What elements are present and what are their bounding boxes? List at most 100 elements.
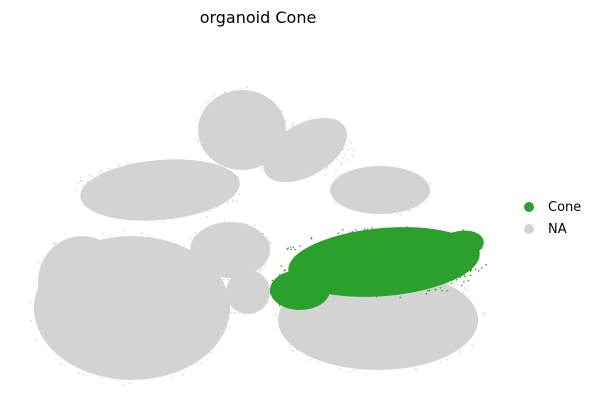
cone-cluster-left-point — [315, 302, 317, 305]
na-cluster-upper-right-point — [384, 183, 387, 185]
na-cluster-center-point — [227, 275, 229, 277]
na-cluster-left-upper-point — [113, 291, 116, 293]
cone-cluster-main-point — [366, 228, 369, 231]
na-cluster-upper-right-point — [354, 185, 357, 187]
na-cluster-mid-upper-point — [139, 201, 142, 203]
na-cluster-center-point — [226, 260, 228, 262]
na-cluster-top-right-point — [334, 145, 337, 148]
na-cluster-upper-right-point — [403, 195, 405, 197]
na-cluster-top-point — [207, 128, 210, 131]
na-cluster-left-point — [125, 359, 128, 361]
na-cluster-mid-upper-point — [155, 184, 157, 187]
cone-cluster-right-tip-point — [452, 243, 454, 245]
na-cluster-upper-right-point — [397, 212, 399, 215]
na-cluster-center-point — [238, 242, 241, 244]
na-cluster-upper-right-point — [396, 197, 399, 199]
cone-cluster-main-point — [395, 235, 397, 238]
na-cluster-bottom-right-point — [433, 310, 436, 312]
na-cluster-top-right-point — [309, 161, 312, 164]
na-cluster-top-point — [250, 139, 252, 141]
cone-cluster-main-point — [398, 258, 400, 261]
cone-cluster-right-tip-point — [481, 247, 483, 249]
na-cluster-left-point — [119, 372, 122, 374]
na-cluster-left-point — [181, 347, 183, 350]
cone-cluster-main-point — [343, 287, 345, 289]
na-cluster-top-point — [273, 104, 276, 107]
na-cluster-small-center-point — [237, 311, 240, 314]
cone-cluster-right-tip-point — [462, 229, 465, 231]
na-cluster-center-point — [246, 253, 248, 256]
na-cluster-upper-right-point — [393, 206, 395, 209]
cone-cluster-main-point — [299, 245, 301, 247]
na-cluster-top-point — [268, 122, 270, 124]
na-cluster-mid-upper-point — [103, 197, 106, 199]
na-cluster-left-upper-point — [104, 275, 107, 277]
na-cluster-top-point — [257, 132, 259, 134]
na-cluster-center-point — [236, 239, 238, 242]
na-cluster-upper-right-point — [425, 190, 427, 193]
na-cluster-top-point — [228, 139, 230, 141]
cone-cluster-main-point — [459, 276, 462, 279]
na-cluster-top-right-point — [288, 160, 291, 162]
na-cluster-top-right-point — [314, 125, 316, 128]
cone-cluster-main-point — [451, 276, 454, 279]
na-cluster-bottom-right-point — [443, 349, 446, 352]
na-cluster-center-point — [232, 256, 235, 258]
na-cluster-left-upper-point — [52, 242, 55, 244]
na-cluster-left-point — [129, 258, 131, 260]
na-cluster-top-point — [280, 110, 283, 113]
cone-cluster-main-point — [456, 278, 458, 281]
na-cluster-left-point — [126, 270, 128, 272]
na-cluster-left-point — [223, 309, 225, 312]
na-cluster-bottom-right-point — [422, 348, 425, 351]
na-cluster-left-point — [145, 328, 147, 330]
na-cluster-mid-upper-point — [100, 170, 102, 172]
cone-cluster-left-point — [290, 272, 293, 275]
na-cluster-center-point — [239, 236, 242, 238]
cone-cluster-right-tip-point — [449, 257, 452, 259]
na-cluster-left-point — [230, 312, 232, 314]
cone-cluster-right-tip-area — [436, 230, 484, 260]
cone-cluster-left-point — [285, 295, 287, 298]
na-cluster-left-point — [102, 232, 104, 235]
na-cluster-top-point — [241, 122, 244, 125]
na-cluster-bottom-right-point — [383, 365, 385, 367]
na-cluster-left-upper-point — [54, 243, 56, 246]
na-cluster-mid-upper-point — [154, 187, 157, 190]
cone-cluster-main-point — [398, 243, 401, 245]
na-cluster-upper-right-point — [420, 176, 423, 179]
na-cluster-bottom-right-point — [302, 312, 304, 314]
na-cluster-bottom-right-point — [336, 326, 338, 329]
na-cluster-left-point — [209, 352, 212, 354]
na-cluster-left-upper-point — [118, 283, 120, 286]
na-cluster-left-upper-point — [89, 302, 91, 305]
na-cluster-bottom-right-point — [449, 287, 451, 290]
na-cluster-top-right-point — [324, 174, 326, 177]
na-cluster-mid-upper-point — [198, 180, 201, 183]
cone-cluster-main-point — [342, 265, 345, 268]
na-cluster-top-right-point — [298, 137, 300, 140]
na-cluster-bottom-right-point — [340, 318, 343, 320]
na-cluster-bottom-right-point — [288, 339, 290, 342]
cone-cluster-left-point — [301, 307, 304, 310]
cone-cluster-main-point — [404, 269, 406, 272]
cone-cluster-main-point — [405, 226, 408, 228]
cone-cluster-main-point — [464, 275, 466, 278]
cone-cluster-left-point — [320, 277, 323, 280]
na-cluster-left-point — [182, 347, 185, 350]
na-cluster-upper-right-point — [365, 210, 367, 213]
na-cluster-left-point — [200, 362, 203, 364]
cone-cluster-main-point — [400, 230, 402, 233]
na-cluster-center-point — [267, 240, 269, 242]
na-cluster-upper-right-point — [429, 182, 432, 184]
na-cluster-top-point — [241, 132, 243, 134]
na-cluster-center-point — [251, 231, 253, 233]
na-cluster-mid-upper-point — [166, 204, 169, 206]
na-cluster-bottom-right-point — [326, 325, 329, 327]
na-cluster-upper-right-point — [330, 190, 332, 193]
na-cluster-top-right-point — [302, 170, 304, 173]
na-cluster-left-upper-point — [70, 326, 72, 328]
na-cluster-top-right-point — [352, 155, 355, 157]
na-cluster-top-point — [199, 123, 201, 126]
na-cluster-bottom-right-point — [411, 305, 413, 308]
